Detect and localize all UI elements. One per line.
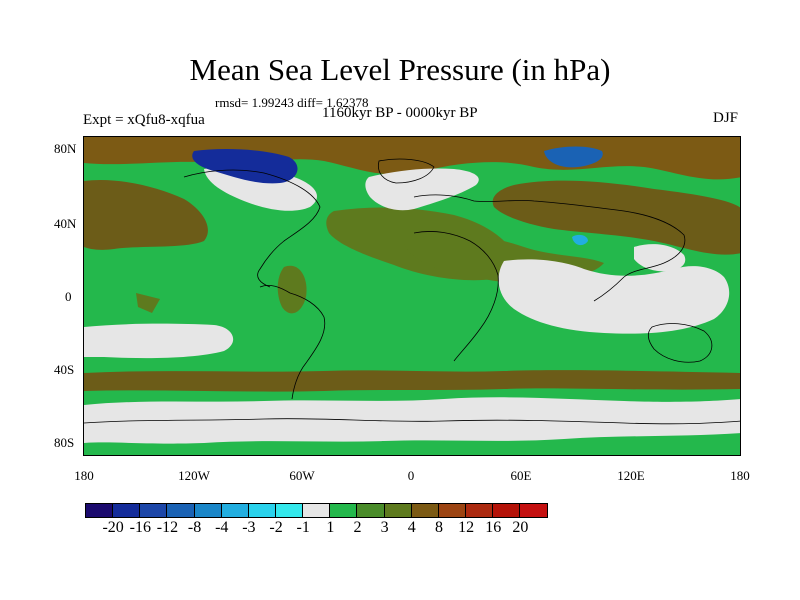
indian-ocean-light-zone: [498, 259, 730, 334]
colorbar-cell: [384, 504, 412, 517]
north-pacific-high: [84, 179, 208, 250]
lon-label-0: 0: [407, 468, 415, 483]
lat-label-40n: 40N: [54, 216, 77, 231]
colorbar-label: -4: [215, 519, 229, 536]
south-america-coast: [259, 285, 326, 400]
greenland-light-zone: [365, 168, 479, 211]
colorbar-cell: [140, 504, 168, 517]
colorbar-label: -3: [242, 519, 256, 536]
colorbar-label: 20: [512, 519, 529, 536]
coastlines: [84, 158, 740, 425]
lon-label-120e: 120E: [617, 468, 645, 483]
antarctica-coast: [84, 418, 740, 425]
colorbar-cell: [411, 504, 439, 517]
colorbar-label: -20: [102, 519, 124, 536]
map-title: Mean Sea Level Pressure (in hPa): [189, 52, 611, 87]
colorbar-cell: [330, 504, 358, 517]
season-label: DJF: [713, 110, 739, 126]
colorbar-label: 2: [353, 519, 362, 536]
north-america-coast: [183, 169, 321, 288]
colorbar-label: -16: [129, 519, 151, 536]
siberian-high: [492, 180, 740, 255]
lon-label-60e: 60E: [510, 468, 532, 483]
lon-label-60w: 60W: [289, 468, 315, 483]
greenland-coast: [377, 158, 435, 184]
pacific-olive-patch: [277, 265, 307, 314]
colorbar-cell: [465, 504, 494, 517]
tibet-light-zone: [634, 244, 686, 272]
colorbar-label: -8: [187, 519, 202, 536]
lat-label-40s: 40S: [54, 362, 75, 377]
lat-label-80s: 80S: [54, 435, 75, 450]
colorbar-label: 8: [434, 519, 443, 536]
lon-label-120w: 120W: [178, 468, 210, 483]
colorbar-cell: [221, 504, 249, 517]
south-pacific-light-band: [84, 323, 234, 359]
colorbar-cell: [438, 504, 466, 517]
lon-label-180w: 180: [74, 468, 94, 483]
pressure-field: [84, 137, 740, 455]
colorbar-cell: [357, 504, 385, 517]
colorbar-cell: [303, 504, 331, 517]
colorbar-cell: [520, 504, 548, 517]
lat-label-80n: 80N: [54, 141, 77, 156]
lon-label-180e: 180: [730, 468, 750, 483]
colorbar-cell: [248, 504, 276, 517]
colorbar-cell: [167, 504, 195, 517]
southern-ocean-belt: [84, 370, 740, 392]
period-label: 1160kyr BP - 0000kyr BP: [322, 105, 478, 121]
africa-coast: [413, 231, 499, 362]
lat-label-equator: 0: [65, 289, 72, 304]
colorbar-cell: [113, 504, 141, 517]
colorbar-label: 1: [326, 519, 335, 536]
arctic-russia-low: [544, 146, 603, 168]
colorbar: [85, 503, 549, 518]
small-olive-patch: [136, 293, 160, 313]
australia-coast: [648, 323, 713, 363]
colorbar-cell: [493, 504, 521, 517]
colorbar-label: -12: [156, 519, 179, 536]
colorbar-label: 4: [407, 519, 416, 536]
colorbar-label: 3: [380, 519, 389, 536]
tibet-low: [572, 234, 588, 246]
colorbar-cell: [194, 504, 222, 517]
antarctic-light-band: [84, 397, 740, 444]
stats-label: rmsd= 1.99243 diff= 1.62378: [215, 95, 369, 110]
experiment-label: Expt = xQfu8-xqfua: [83, 112, 205, 128]
eurasia-coast: [413, 194, 686, 302]
colorbar-label: 16: [485, 519, 502, 536]
colorbar-label: 12: [458, 519, 475, 536]
colorbar-cell: [86, 504, 114, 517]
colorbar-label: -1: [296, 519, 310, 536]
map-panel: [83, 136, 741, 456]
colorbar-label: -2: [269, 519, 283, 536]
colorbar-cell: [275, 504, 304, 517]
